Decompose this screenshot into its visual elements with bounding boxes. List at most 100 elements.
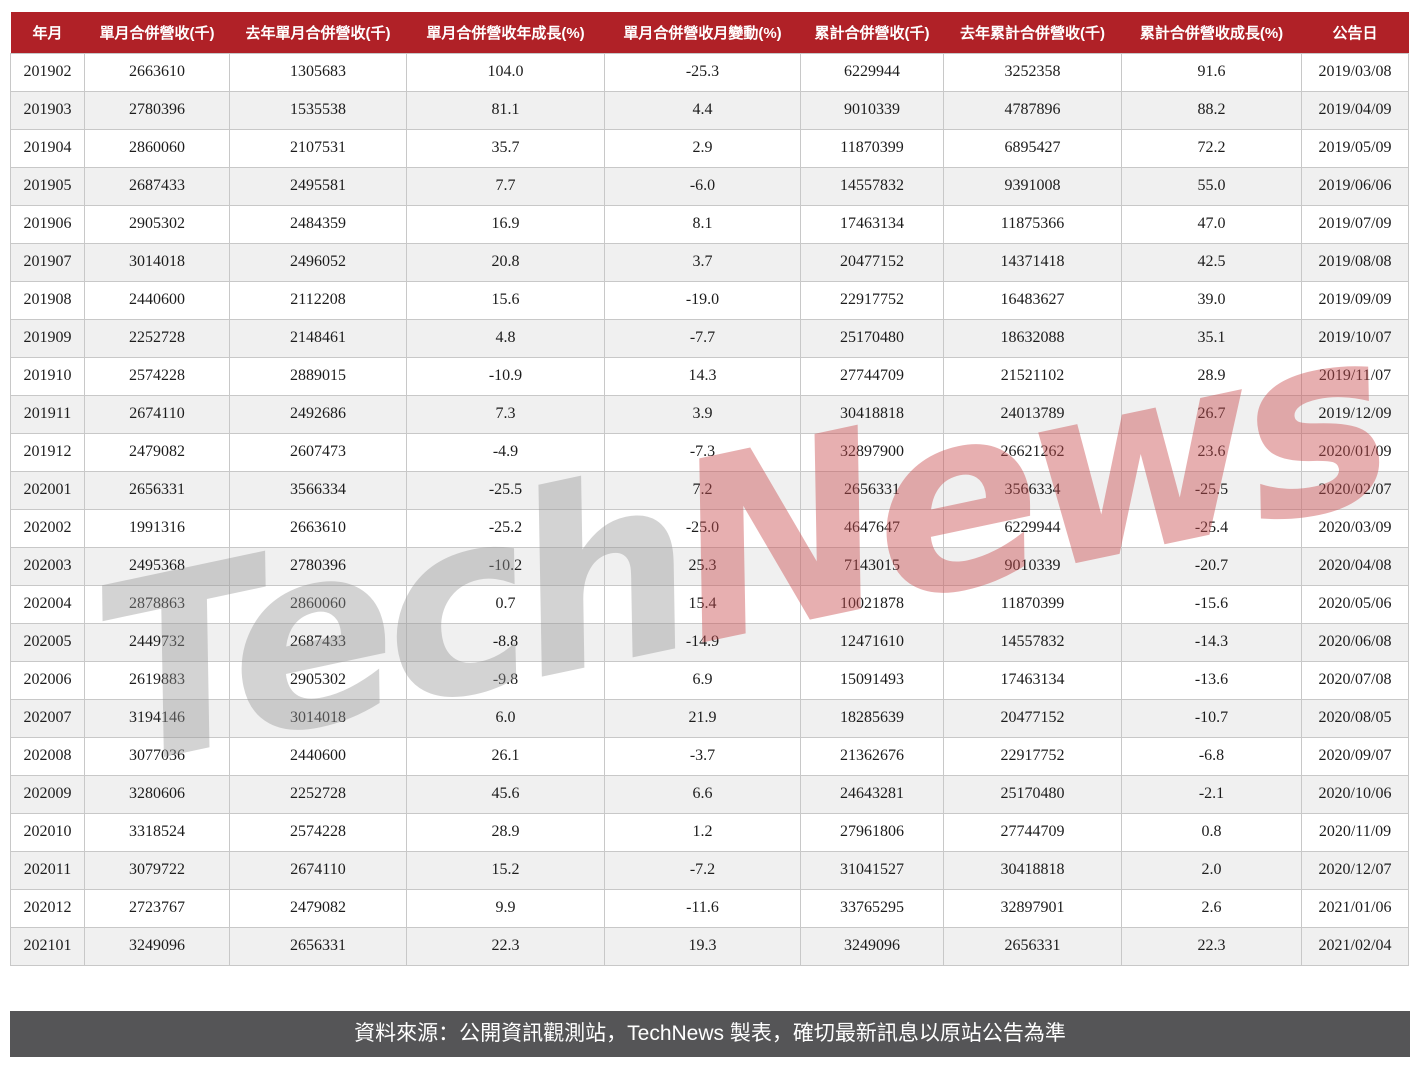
table-row: 202005 2449732 2687433 -8.8 -14.9 12471610 145…: [10, 622, 1409, 662]
table-cell: 2449732: [84, 622, 230, 662]
table-cell: 2020/09/07: [1301, 736, 1409, 776]
table-row: 202101 3249096 2656331 22.3 19.3 3249096 26563…: [10, 926, 1409, 966]
table-cell: 2021/02/04: [1301, 926, 1409, 966]
table-row: 201908 2440600 2112208 15.6 -19.0 22917752 164…: [10, 280, 1409, 320]
table-cell: 2148461: [229, 318, 407, 358]
table-cell: 2019/09/09: [1301, 280, 1409, 320]
table-cell: 45.6: [406, 774, 605, 814]
table-cell: 104.0: [406, 52, 605, 92]
table-cell: 2656331: [229, 926, 407, 966]
table-cell: 201907: [10, 242, 85, 282]
table-cell: 4787896: [943, 90, 1122, 130]
table-cell: 32897901: [943, 888, 1122, 928]
table-cell: -7.2: [604, 850, 801, 890]
table-row: 202010 3318524 2574228 28.9 1.2 27961806 27744…: [10, 812, 1409, 852]
table-cell: -25.2: [406, 508, 605, 548]
table-cell: 2889015: [229, 356, 407, 396]
table-cell: -14.3: [1121, 622, 1302, 662]
table-cell: 2687433: [229, 622, 407, 662]
table-cell: 2440600: [84, 280, 230, 320]
table-cell: -2.1: [1121, 774, 1302, 814]
table-cell: 2252728: [229, 774, 407, 814]
table-cell: 201911: [10, 394, 85, 434]
table-cell: 6229944: [943, 508, 1122, 548]
monthly-revenue-table: 年月 單月合併營收(千) 去年單月合併營收(千) 單月合併營收年成長(%) 單月合併營收…: [10, 12, 1409, 966]
table-cell: 4.4: [604, 90, 801, 130]
table-cell: 201910: [10, 356, 85, 396]
table-cell: 2687433: [84, 166, 230, 206]
table-cell: 22917752: [943, 736, 1122, 776]
table-cell: 201903: [10, 90, 85, 130]
table-cell: 30418818: [943, 850, 1122, 890]
table-cell: -11.6: [604, 888, 801, 928]
table-cell: 202011: [10, 850, 85, 890]
table-cell: 2860060: [84, 128, 230, 168]
table-cell: 24643281: [800, 774, 944, 814]
table-cell: 8.1: [604, 204, 801, 244]
table-cell: -3.7: [604, 736, 801, 776]
table-cell: -6.0: [604, 166, 801, 206]
table-cell: 2019/05/09: [1301, 128, 1409, 168]
table-cell: -20.7: [1121, 546, 1302, 586]
table-cell: 2484359: [229, 204, 407, 244]
table-cell: 28.9: [1121, 356, 1302, 396]
table-cell: 2495368: [84, 546, 230, 586]
table-cell: 2019/03/08: [1301, 52, 1409, 92]
table-cell: 2107531: [229, 128, 407, 168]
table-cell: 14557832: [800, 166, 944, 206]
table-cell: 26.1: [406, 736, 605, 776]
table-cell: 202007: [10, 698, 85, 738]
table-cell: 15.2: [406, 850, 605, 890]
table-cell: 2574228: [229, 812, 407, 852]
table-cell: 202004: [10, 584, 85, 624]
table-row: 202011 3079722 2674110 15.2 -7.2 31041527 3041…: [10, 850, 1409, 890]
table-cell: 202001: [10, 470, 85, 510]
table-cell: 2112208: [229, 280, 407, 320]
table-cell: 35.7: [406, 128, 605, 168]
table-cell: 42.5: [1121, 242, 1302, 282]
table-row: 201904 2860060 2107531 35.7 2.9 11870399 68954…: [10, 128, 1409, 168]
table-row: 202007 3194146 3014018 6.0 21.9 18285639 20477…: [10, 698, 1409, 738]
column-header: 單月合併營收月變動(%): [604, 12, 801, 53]
table-cell: 3280606: [84, 774, 230, 814]
table-cell: 18285639: [800, 698, 944, 738]
column-header: 公告日: [1301, 12, 1409, 53]
table-cell: 9.9: [406, 888, 605, 928]
table-cell: 3566334: [229, 470, 407, 510]
table-cell: 2021/01/06: [1301, 888, 1409, 928]
table-cell: 26621262: [943, 432, 1122, 472]
table-cell: 22917752: [800, 280, 944, 320]
table-cell: 2252728: [84, 318, 230, 358]
table-cell: 4.8: [406, 318, 605, 358]
table-cell: 2574228: [84, 356, 230, 396]
table-cell: 6229944: [800, 52, 944, 92]
table-cell: 2020/02/07: [1301, 470, 1409, 510]
source-footer-text: 資料來源：公開資訊觀測站，TechNews 製表，確切最新訊息以原站公告為準: [354, 1022, 1066, 1045]
table-cell: 55.0: [1121, 166, 1302, 206]
table-cell: 2019/10/07: [1301, 318, 1409, 358]
table-cell: 202005: [10, 622, 85, 662]
table-cell: -25.4: [1121, 508, 1302, 548]
table-cell: -7.3: [604, 432, 801, 472]
table-row: 202004 2878863 2860060 0.7 15.4 10021878 11870…: [10, 584, 1409, 624]
table-cell: 25170480: [943, 774, 1122, 814]
table-cell: 2878863: [84, 584, 230, 624]
table-cell: 35.1: [1121, 318, 1302, 358]
table-cell: 1535538: [229, 90, 407, 130]
table-cell: 21521102: [943, 356, 1122, 396]
table-cell: 2020/06/08: [1301, 622, 1409, 662]
table-row: 202001 2656331 3566334 -25.5 7.2 2656331 35663…: [10, 470, 1409, 510]
table-cell: 14557832: [943, 622, 1122, 662]
table-cell: 2496052: [229, 242, 407, 282]
table-row: 201903 2780396 1535538 81.1 4.4 9010339 478789…: [10, 90, 1409, 130]
table-cell: 15.4: [604, 584, 801, 624]
table-row: 202003 2495368 2780396 -10.2 25.3 7143015 9010…: [10, 546, 1409, 586]
table-cell: 7.7: [406, 166, 605, 206]
table-cell: 2019/08/08: [1301, 242, 1409, 282]
table-cell: 21362676: [800, 736, 944, 776]
table-cell: 3566334: [943, 470, 1122, 510]
table-cell: 16483627: [943, 280, 1122, 320]
table-cell: 28.9: [406, 812, 605, 852]
table-cell: 201908: [10, 280, 85, 320]
table-row: 201906 2905302 2484359 16.9 8.1 17463134 11875…: [10, 204, 1409, 244]
